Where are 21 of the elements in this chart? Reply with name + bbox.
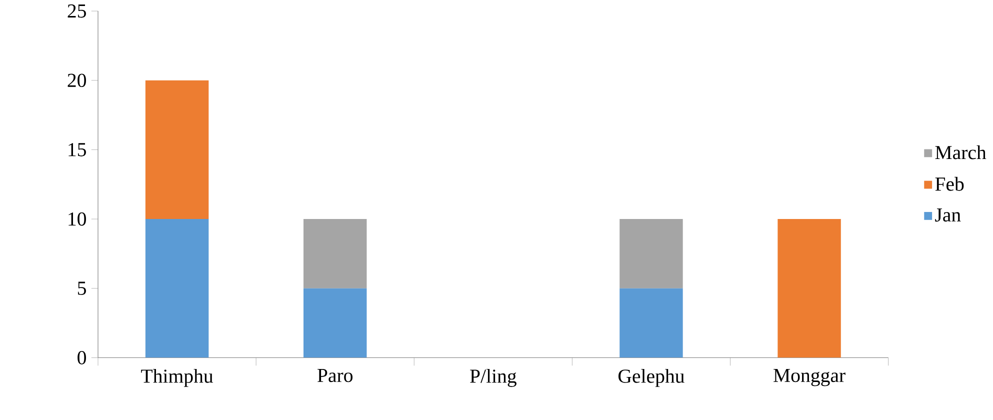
bar (778, 218, 841, 358)
y-tick-label: 15 (68, 143, 86, 156)
y-tick-label: 10 (68, 212, 86, 226)
legend-label: Feb (935, 176, 964, 191)
legend-label: Jan (935, 208, 961, 222)
bar (620, 288, 683, 358)
x-tick-label: Gelephu (618, 368, 684, 387)
bar (145, 80, 209, 219)
y-tick-label: 5 (78, 282, 86, 295)
bar (620, 218, 683, 288)
x-tick-label: Monggar (774, 368, 846, 386)
x-tick-label: P/ling (470, 368, 516, 387)
y-tick-label: 25 (68, 4, 86, 18)
y-tick-label: 20 (68, 74, 86, 88)
y-tick-label: 0 (78, 350, 86, 364)
x-tick-label: Paro (318, 368, 353, 382)
bar (303, 218, 367, 288)
bar (303, 288, 367, 358)
x-tick-label: Thimphu (141, 368, 214, 387)
legend-label: March (935, 145, 986, 160)
bar (145, 218, 209, 358)
